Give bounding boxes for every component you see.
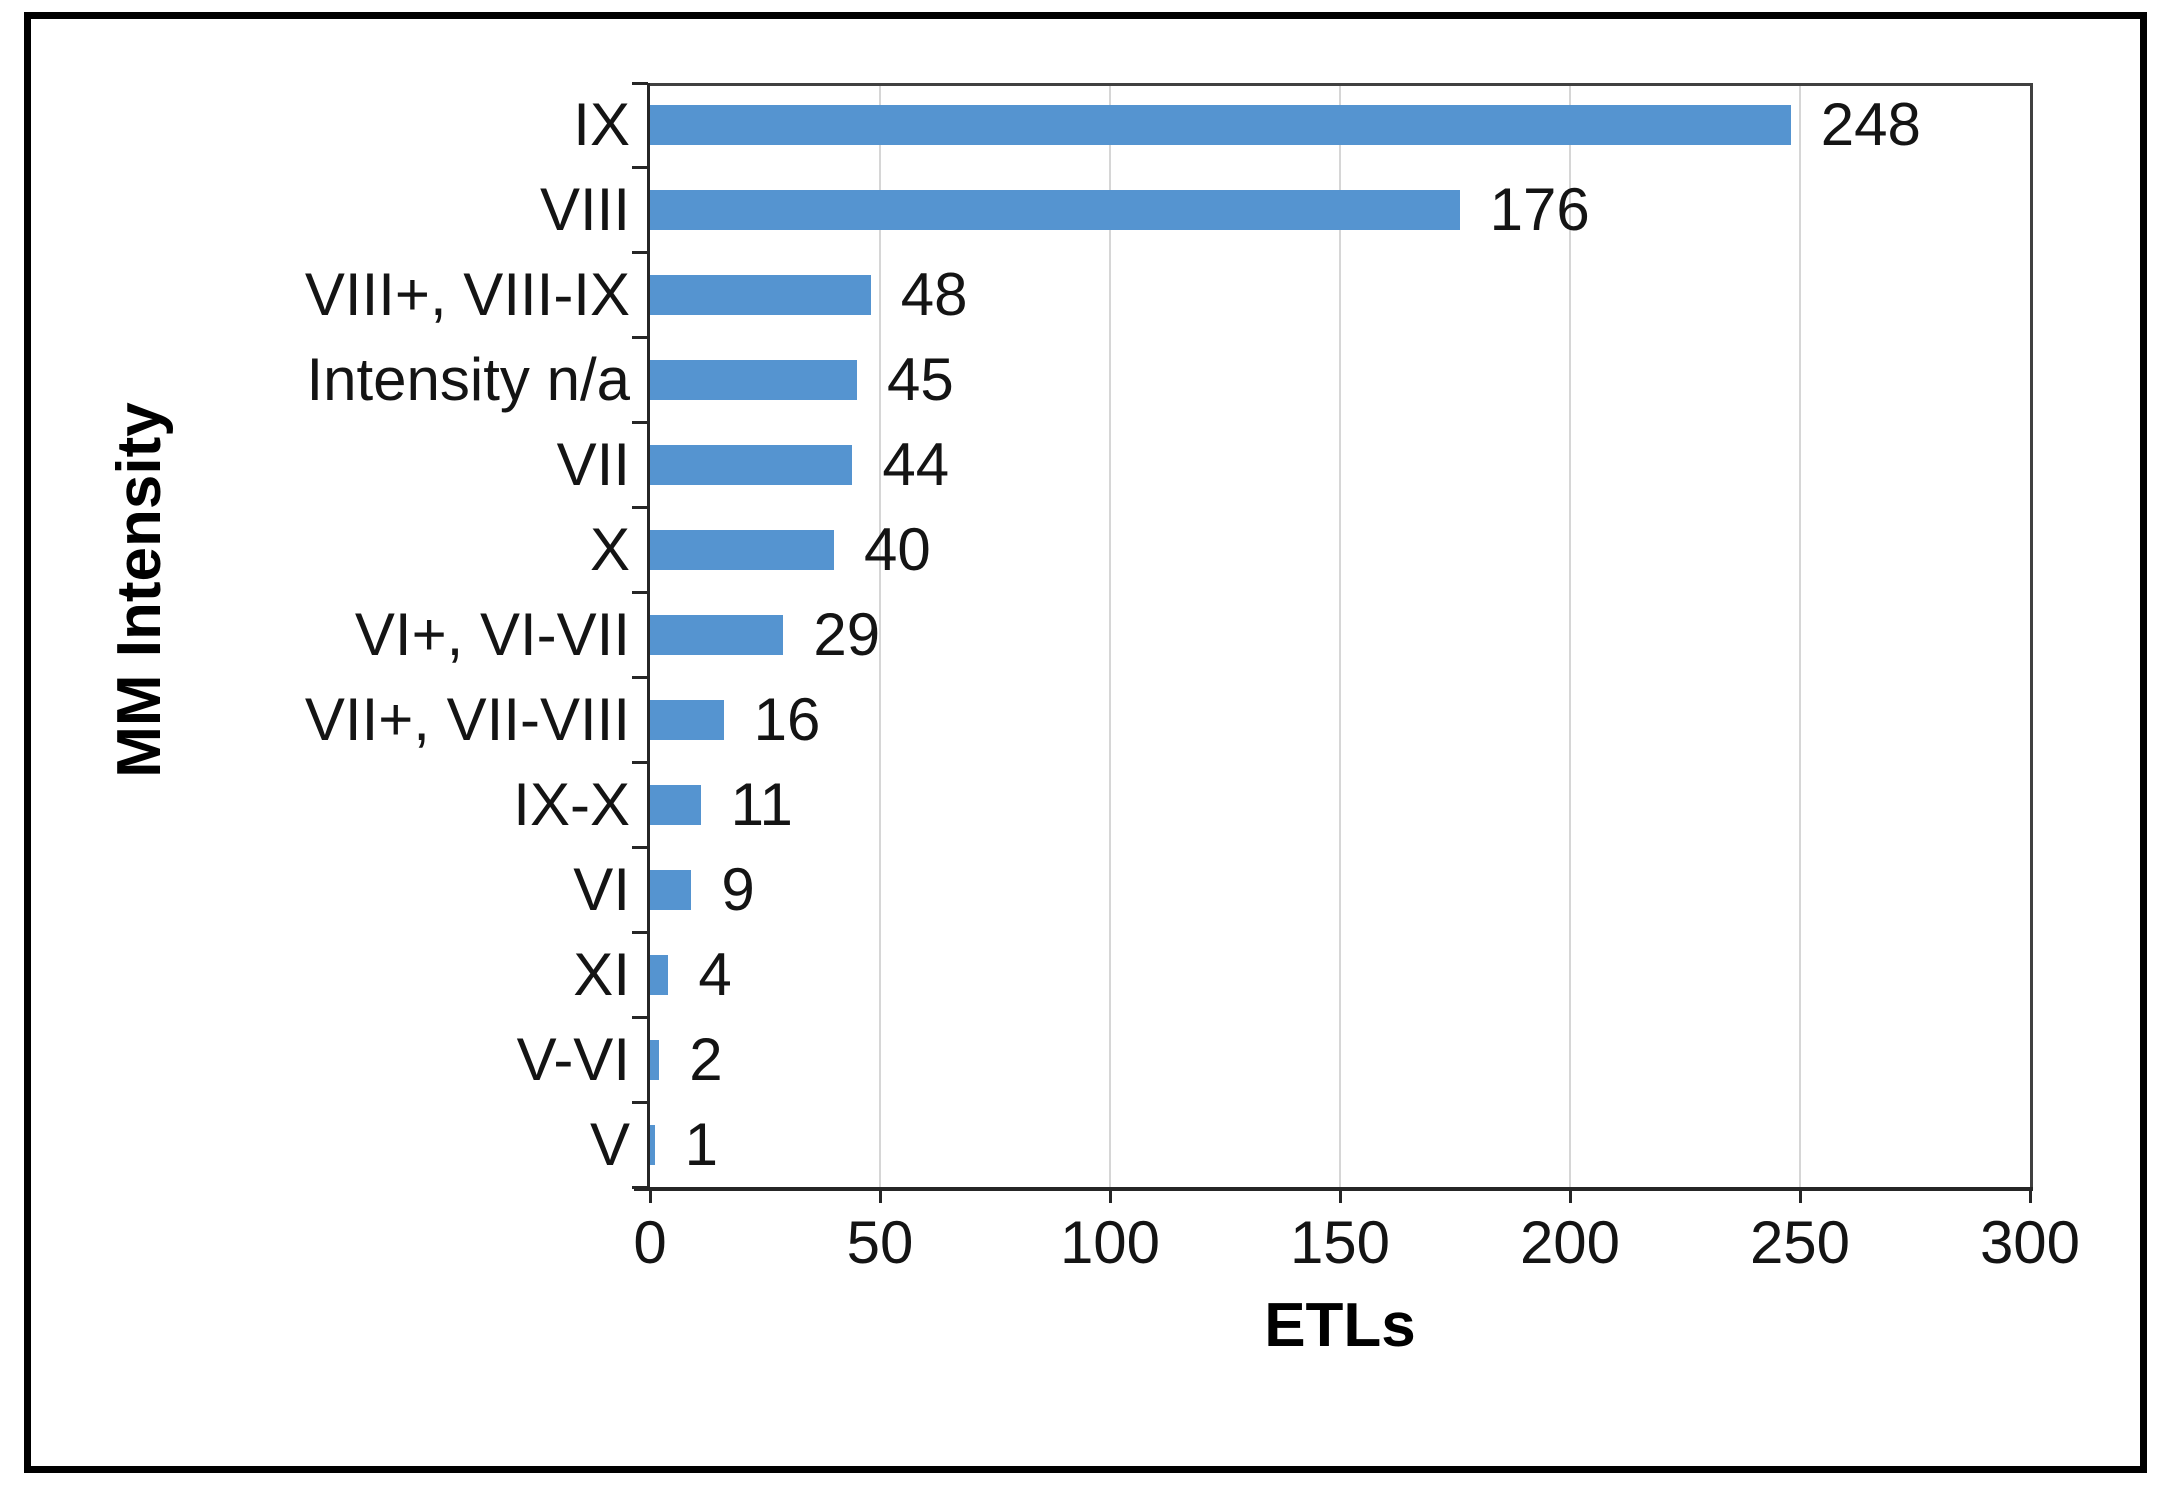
y-axis-tick-mark [632,251,648,255]
y-axis-tick-mark [632,1015,648,1019]
bar-8 [650,784,701,825]
y-tick-label-12: V [589,1110,630,1178]
bar-5 [650,530,834,571]
x-tick-label-50: 50 [846,1209,914,1276]
y-axis-tick-mark [632,506,648,510]
x-axis-tick-mark [648,1191,652,1203]
y-axis-tick-mark [632,336,648,340]
x-axis-tick-mark [1798,1191,1802,1203]
plot-border-top [650,83,2033,86]
gridline-x-150 [1339,83,1341,1187]
x-axis-tick-mark [1108,1191,1112,1203]
x-axis-title: ETLs [1264,1291,1416,1360]
y-tick-label-7: VII+, VII-VIII [304,685,630,753]
y-tick-label-9: VI [573,855,630,923]
x-axis-tick-mark [2028,1191,2032,1203]
x-axis-tick-mark [1568,1191,1572,1203]
y-tick-label-6: VI+, VI-VII [354,601,630,668]
bar-value-label-8: 11 [730,770,793,838]
y-axis-tick-mark [632,760,648,764]
bar-value-label-3: 45 [887,346,954,414]
bar-3 [650,360,857,401]
gridline-x-200 [1569,83,1571,1187]
chart-outer-frame [24,12,2147,1473]
y-tick-label-0: IX [573,91,630,159]
x-tick-label-200: 200 [1519,1209,1621,1276]
gridline-x-100 [1109,83,1111,1187]
y-axis-tick-mark [632,591,648,595]
x-tick-label-100: 100 [1059,1209,1161,1276]
bar-6 [650,615,784,655]
bar-11 [650,1039,660,1080]
bar-value-label-7: 16 [753,685,821,753]
bar-9 [650,869,692,910]
x-tick-label-150: 150 [1289,1209,1391,1276]
y-tick-label-2: VIII+, VIII-IX [304,261,630,329]
y-axis-line [647,83,650,1187]
bar-7 [650,699,724,740]
bar-value-label-5: 40 [864,516,931,584]
y-tick-label-3: Intensity n/a [306,346,630,414]
y-axis-tick-mark [632,675,648,679]
y-tick-label-4: VII [556,431,630,499]
bar-4 [650,445,853,486]
bar-value-label-9: 9 [721,855,755,923]
y-axis-tick-mark [632,1100,648,1104]
bar-value-label-10: 4 [698,940,732,1008]
bar-value-label-1: 176 [1489,176,1590,244]
y-axis-tick-mark [632,930,648,934]
bar-1 [650,190,1460,231]
bar-12 [650,1124,655,1165]
x-axis-line [634,1187,2033,1191]
y-axis-tick-mark [632,845,648,849]
y-axis-title: MM Intensity [105,402,174,778]
bar-value-label-6: 29 [813,601,881,668]
bar-0 [650,105,1791,146]
x-axis-tick-mark [878,1191,882,1203]
y-tick-label-10: XI [573,940,630,1008]
y-tick-label-8: IX-X [513,770,630,838]
bar-value-label-4: 44 [882,431,950,499]
y-tick-label-1: VIII [539,176,630,244]
bar-value-label-12: 1 [684,1110,718,1178]
gridline-x-50 [879,83,881,1187]
bar-2 [650,275,871,316]
y-axis-tick-mark [632,421,648,425]
x-tick-label-300: 300 [1979,1209,2081,1276]
x-tick-label-0: 0 [633,1209,667,1276]
plot-border-right [2030,83,2033,1187]
bar-value-label-11: 2 [689,1025,723,1093]
x-tick-label-250: 250 [1749,1209,1851,1276]
y-axis-tick-mark [632,81,648,85]
gridline-x-250 [1799,83,1801,1187]
y-tick-label-5: X [589,516,630,584]
y-tick-label-11: V-VI [516,1025,630,1093]
bar-value-label-0: 248 [1820,91,1921,159]
bar-value-label-2: 48 [900,261,968,329]
y-axis-tick-mark [632,166,648,170]
bar-10 [650,954,669,995]
x-axis-tick-mark [1338,1191,1342,1203]
